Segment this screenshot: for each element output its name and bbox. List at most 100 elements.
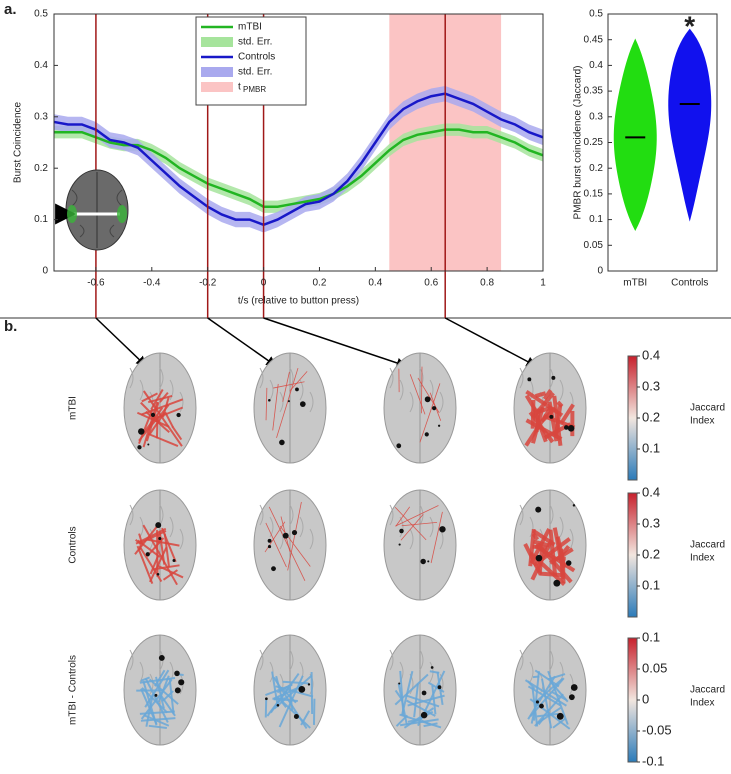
node <box>438 425 440 427</box>
node <box>566 560 572 566</box>
node <box>154 694 157 697</box>
edge <box>140 545 141 550</box>
y-tick-label: 0.4 <box>34 60 48 71</box>
node <box>174 671 180 677</box>
node <box>292 530 297 535</box>
colorbar-tick-label: 0 <box>642 691 649 706</box>
node <box>573 504 575 506</box>
legend-swatch <box>201 67 233 77</box>
legend-label: Controls <box>238 52 275 63</box>
node <box>283 533 289 539</box>
edge <box>157 414 158 438</box>
colorbar-tick-label: 0.3 <box>642 515 660 530</box>
row-label: Controls <box>68 526 79 563</box>
node <box>175 687 181 693</box>
y-tick-label: 0.1 <box>589 214 603 225</box>
brain <box>254 490 326 600</box>
row-label: mTBI - Controls <box>68 655 79 725</box>
x-tick-label: -0.6 <box>87 278 105 289</box>
node <box>147 443 149 445</box>
node <box>536 700 539 703</box>
y-tick-label: 0.35 <box>584 86 604 97</box>
colorbar-title: Jaccard <box>690 403 725 414</box>
node <box>439 526 445 532</box>
colorbar-title: Index <box>690 416 714 427</box>
legend-label: t <box>238 82 241 93</box>
brain <box>254 353 326 463</box>
node <box>535 507 541 513</box>
x-tick-label: 1 <box>540 278 546 289</box>
node <box>421 712 428 719</box>
node <box>571 684 578 691</box>
y-tick-label: 0.1 <box>34 214 48 225</box>
colorbar-tick-label: 0.2 <box>642 546 660 561</box>
node <box>399 544 401 546</box>
legend-label: std. Err. <box>238 67 272 78</box>
brain <box>384 635 456 745</box>
brain <box>124 353 196 463</box>
legend-label: PMBR <box>243 85 266 94</box>
node <box>151 413 155 417</box>
colorbar-tick-label: 0.05 <box>642 660 667 675</box>
y-tick-label: 0.2 <box>34 163 48 174</box>
node <box>568 425 575 432</box>
legend-label: mTBI <box>238 22 262 33</box>
x-tick-label: -0.2 <box>199 278 217 289</box>
x-tick-label: 0 <box>261 278 267 289</box>
panel-label: b. <box>4 318 17 335</box>
node <box>539 704 544 709</box>
node <box>399 529 404 534</box>
node <box>176 413 180 417</box>
colorbar-title: Jaccard <box>690 685 725 696</box>
x-axis-label: t/s (relative to button press) <box>238 296 359 307</box>
brain <box>124 635 196 745</box>
node <box>422 691 427 696</box>
node <box>557 713 564 720</box>
annotation: * <box>684 10 695 41</box>
y-axis-label: Burst Coincidence <box>13 101 24 183</box>
y-tick-label: 0.45 <box>584 34 604 45</box>
brain <box>514 635 586 745</box>
node <box>146 552 150 556</box>
colorbar <box>628 493 637 617</box>
colorbar <box>628 638 637 762</box>
node <box>438 685 442 689</box>
edge <box>312 672 313 714</box>
edge <box>536 393 546 396</box>
node <box>178 679 184 685</box>
arrow <box>445 318 536 366</box>
x-tick-label: 0.4 <box>368 278 382 289</box>
colorbar-title: Index <box>690 698 714 709</box>
node <box>158 537 161 540</box>
node <box>298 686 305 693</box>
colorbar-tick-label: -0.05 <box>642 722 672 737</box>
node <box>138 428 144 434</box>
inset-brain <box>66 170 128 250</box>
node <box>300 401 306 407</box>
node <box>268 399 271 402</box>
colorbar <box>628 356 637 480</box>
node <box>277 704 280 707</box>
brain <box>514 490 586 600</box>
arrow <box>208 318 276 366</box>
x-tick-label: Controls <box>671 278 708 289</box>
colorbar-tick-label: 0.3 <box>642 378 660 393</box>
legend-swatch <box>201 82 233 92</box>
violin <box>614 40 656 230</box>
node <box>268 539 272 543</box>
y-tick-label: 0.4 <box>589 60 603 71</box>
node <box>549 415 553 419</box>
y-tick-label: 0.2 <box>589 163 603 174</box>
colorbar-title: Jaccard <box>690 540 725 551</box>
row-label: mTBI <box>68 396 79 420</box>
node <box>431 666 434 669</box>
legend-swatch <box>201 37 233 47</box>
y-tick-label: 0.15 <box>584 189 604 200</box>
y-tick-label: 0 <box>42 266 48 277</box>
node <box>427 560 429 562</box>
node <box>420 559 425 564</box>
x-tick-label: mTBI <box>623 278 647 289</box>
violin <box>669 29 711 219</box>
node <box>551 376 555 380</box>
